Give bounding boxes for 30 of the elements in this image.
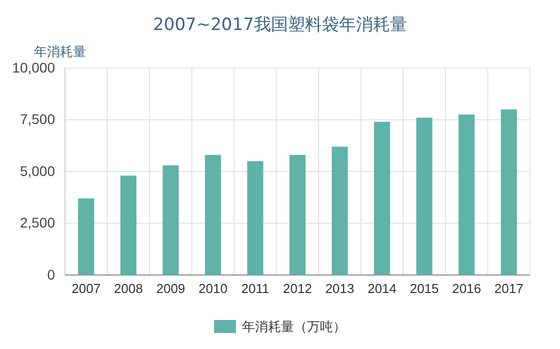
bar <box>374 122 390 275</box>
x-tick-label: 2011 <box>241 281 270 296</box>
x-tick-label: 2010 <box>198 281 228 296</box>
bar <box>500 109 517 275</box>
y-tick-label: 5,000 <box>20 162 56 179</box>
x-tick-label: 2012 <box>283 281 312 296</box>
y-tick-label: 0 <box>47 266 56 282</box>
bar <box>162 165 179 275</box>
x-tick-label: 2008 <box>114 281 143 296</box>
y-tick-label: 7,500 <box>20 111 56 128</box>
bar <box>458 114 475 275</box>
x-tick-label: 2015 <box>410 281 439 296</box>
bar <box>247 161 264 275</box>
bar <box>78 198 94 275</box>
x-tick-label: 2007 <box>72 281 101 296</box>
x-tick-label: 2014 <box>368 281 397 296</box>
x-tick-label: 2017 <box>494 281 524 296</box>
x-tick-label: 2016 <box>452 281 482 296</box>
bar <box>416 118 432 275</box>
x-tick-label: 2009 <box>156 281 186 296</box>
y-tick-label: 10,000 <box>12 59 56 76</box>
y-axis-title: 年消耗量 <box>34 45 86 60</box>
bar <box>289 154 306 275</box>
bar <box>120 176 136 275</box>
y-tick-label: 2,500 <box>20 214 56 231</box>
bar <box>204 154 221 275</box>
legend-label: 年消耗量（万吨） <box>242 320 346 335</box>
bar <box>332 146 348 275</box>
chart-title: 2007~2017我国塑料袋年消耗量 <box>153 15 407 35</box>
x-tick-label: 2013 <box>325 281 354 296</box>
